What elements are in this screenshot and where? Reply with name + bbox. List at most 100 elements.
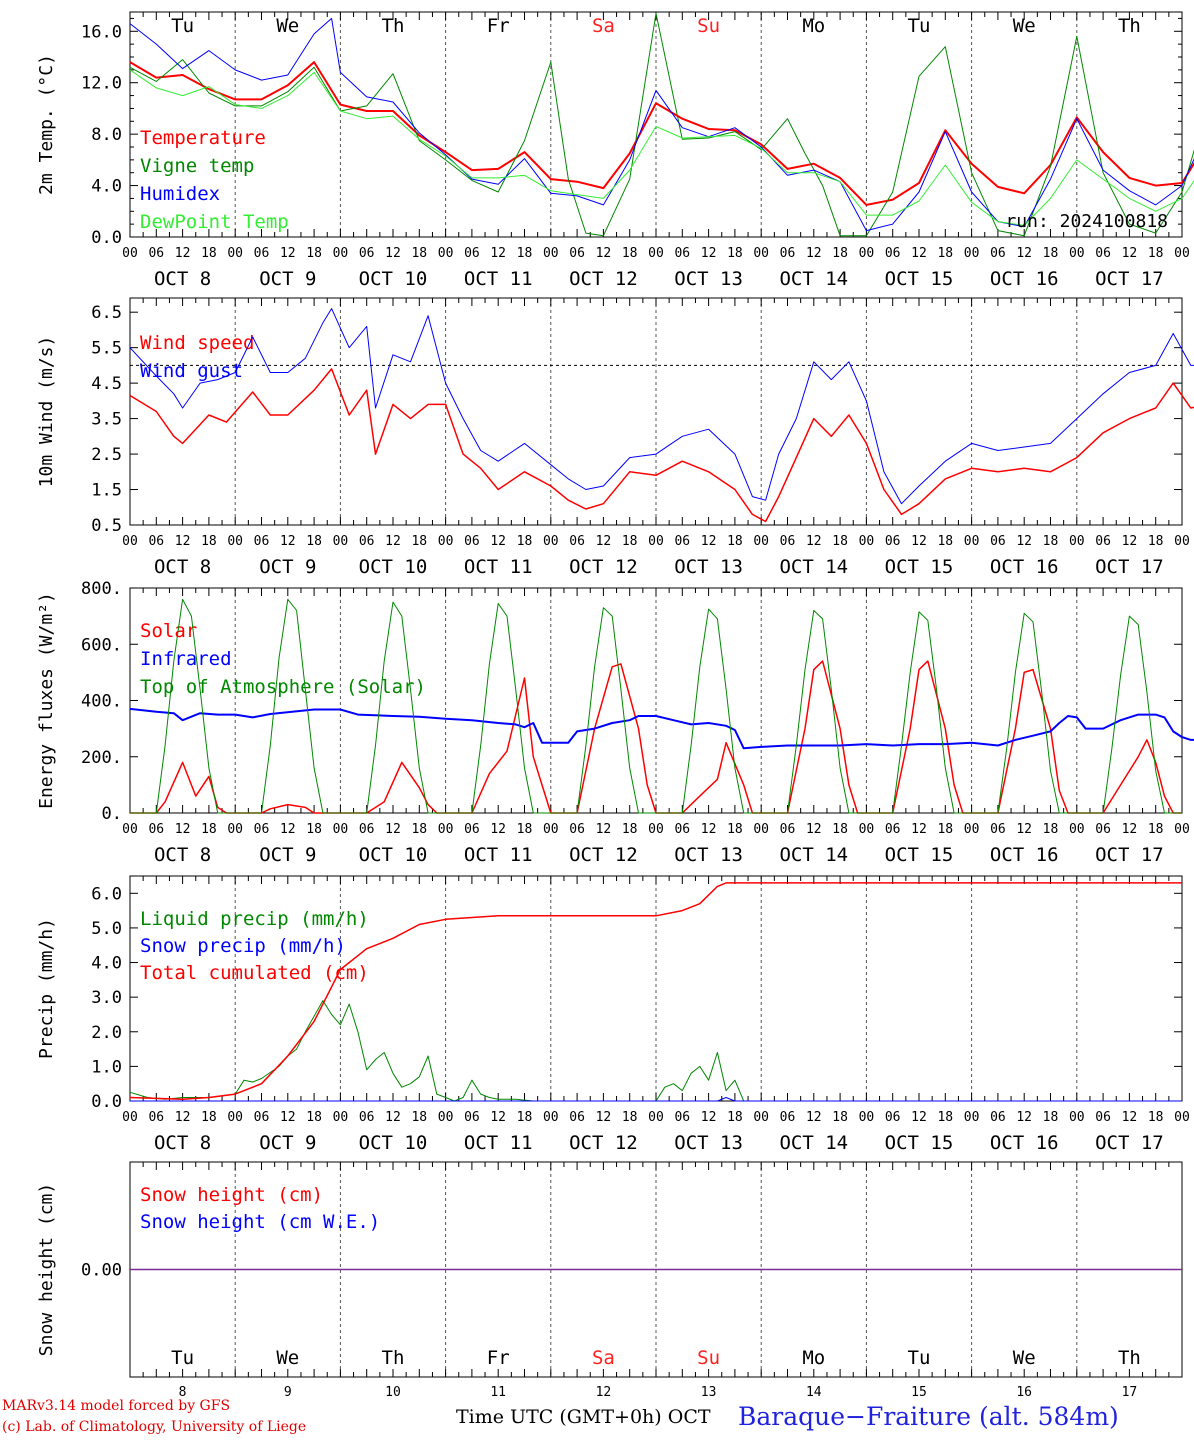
date-label: OCT 8 [154, 268, 211, 290]
legend-entry: Humidex [140, 183, 220, 205]
hour-tick-label: 18 [1148, 1110, 1164, 1125]
hour-tick-label: 18 [1043, 534, 1059, 549]
hour-tick-label: 18 [517, 1110, 533, 1125]
date-label: OCT 14 [779, 844, 848, 866]
hour-tick-label: 12 [1122, 822, 1138, 837]
hour-tick-label: 06 [780, 246, 796, 261]
weekday-label: Fr [487, 15, 510, 37]
hour-tick-label: 06 [990, 534, 1006, 549]
date-label: OCT 16 [990, 556, 1059, 578]
hour-tick-label: 18 [832, 534, 848, 549]
hour-tick-label: 06 [1095, 1110, 1111, 1125]
hour-tick-label: 12 [385, 534, 401, 549]
y-tick-label: 0.5 [91, 516, 122, 536]
hour-tick-label: 00 [543, 246, 559, 261]
hour-tick-label: 06 [254, 534, 270, 549]
hour-tick-label: 06 [148, 534, 164, 549]
hour-tick-label: 18 [832, 822, 848, 837]
weekday-label: We [1013, 15, 1036, 37]
date-label: OCT 8 [154, 556, 211, 578]
hour-tick-label: 00 [122, 246, 138, 261]
date-label: OCT 13 [674, 1132, 743, 1154]
hour-tick-label: 18 [411, 1110, 427, 1125]
hour-tick-label: 18 [832, 246, 848, 261]
hour-tick-label: 06 [569, 246, 585, 261]
weekday-label: We [276, 1347, 299, 1369]
weekday-label: Sa [592, 15, 615, 37]
hour-tick-label: 00 [227, 822, 243, 837]
hour-tick-label: 12 [175, 822, 191, 837]
hour-tick-label: 06 [359, 534, 375, 549]
hour-tick-label: 00 [438, 1110, 454, 1125]
date-label: OCT 8 [154, 1132, 211, 1154]
hour-tick-label: 18 [937, 1110, 953, 1125]
hour-tick-label: 00 [333, 1110, 349, 1125]
hour-tick-label: 12 [175, 1110, 191, 1125]
weekday-label: Sa [592, 1347, 615, 1369]
hour-tick-label: 18 [411, 246, 427, 261]
y-axis-title: Energy fluxes (W/m²) [36, 592, 57, 809]
y-axis-title: Precip (mm/h) [36, 918, 57, 1059]
hour-tick-label: 06 [569, 822, 585, 837]
weekday-label: Tu [908, 1347, 931, 1369]
panel-frame [129, 11, 1183, 238]
hour-tick-label: 00 [333, 822, 349, 837]
hour-tick-label: 18 [411, 822, 427, 837]
y-tick-label: 600. [81, 635, 122, 655]
date-label: OCT 16 [990, 1132, 1059, 1154]
hour-tick-label: 00 [543, 1110, 559, 1125]
hour-tick-label: 18 [622, 822, 638, 837]
y-axis-title: 10m Wind (m/s) [36, 336, 57, 488]
date-label: OCT 14 [779, 556, 848, 578]
hour-tick-label: 18 [306, 822, 322, 837]
hour-tick-label: 06 [359, 246, 375, 261]
hour-tick-label: 00 [964, 534, 980, 549]
date-label: OCT 10 [359, 268, 428, 290]
day-number-label: 15 [911, 1385, 927, 1400]
hour-tick-label: 00 [438, 822, 454, 837]
weekday-label: Th [382, 1347, 405, 1369]
legend-entry: Snow height (cm) [140, 1184, 323, 1206]
y-tick-label: 4.0 [91, 954, 122, 974]
hour-tick-label: 12 [385, 1110, 401, 1125]
weekday-label: We [1013, 1347, 1036, 1369]
hour-tick-label: 06 [464, 1110, 480, 1125]
y-tick-label: 1.0 [91, 1057, 122, 1077]
hour-tick-label: 12 [911, 246, 927, 261]
date-label: OCT 13 [674, 844, 743, 866]
hour-tick-label: 18 [832, 1110, 848, 1125]
hour-tick-label: 18 [201, 534, 217, 549]
date-label: OCT 17 [1095, 844, 1164, 866]
date-label: OCT 16 [990, 268, 1059, 290]
y-tick-label: 16.0 [81, 22, 122, 42]
panel-frame [129, 587, 1183, 814]
hour-tick-label: 12 [701, 1110, 717, 1125]
date-label: OCT 15 [885, 1132, 954, 1154]
day-number-label: 12 [596, 1385, 612, 1400]
hour-tick-label: 12 [490, 246, 506, 261]
hour-tick-label: 06 [254, 822, 270, 837]
hour-tick-label: 18 [306, 534, 322, 549]
hour-tick-label: 00 [648, 246, 664, 261]
hour-tick-label: 06 [254, 1110, 270, 1125]
hour-tick-label: 00 [333, 246, 349, 261]
hour-tick-label: 00 [1174, 246, 1190, 261]
weekday-label: Mo [802, 15, 825, 37]
hour-tick-label: 00 [1174, 822, 1190, 837]
run-label: run: 2024100818 [1005, 211, 1168, 232]
hour-tick-label: 18 [1148, 534, 1164, 549]
hour-tick-label: 12 [280, 246, 296, 261]
weekday-label: We [276, 15, 299, 37]
hour-tick-label: 12 [1016, 822, 1032, 837]
date-label: OCT 17 [1095, 268, 1164, 290]
day-number-label: 14 [806, 1385, 822, 1400]
legend-entry: Infrared [140, 648, 232, 670]
hour-tick-label: 00 [227, 246, 243, 261]
hour-tick-label: 00 [122, 822, 138, 837]
series-line [129, 308, 1194, 505]
hour-tick-label: 00 [753, 1110, 769, 1125]
hour-tick-label: 12 [596, 534, 612, 549]
hour-tick-label: 06 [254, 246, 270, 261]
hour-tick-label: 18 [201, 1110, 217, 1125]
date-label: OCT 15 [885, 268, 954, 290]
